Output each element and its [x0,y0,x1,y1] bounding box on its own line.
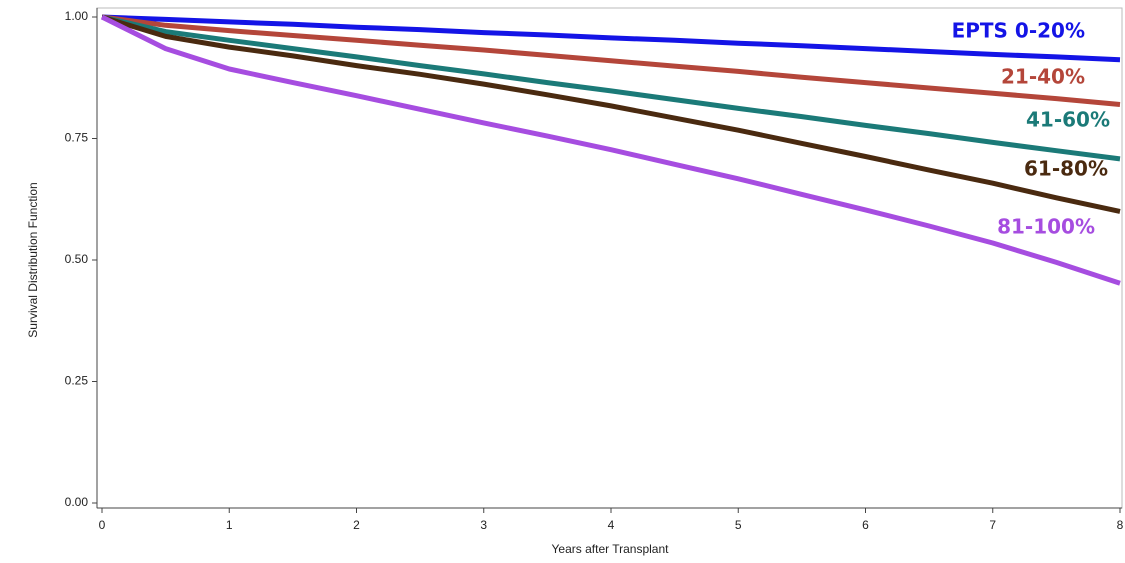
x-tick-label: 5 [735,518,742,532]
series-line [101,14,1121,63]
y-axis-label: Survival Distribution Function [26,182,40,337]
y-tick-label: 1.00 [65,9,89,23]
y-tick-label: 0.50 [65,252,89,266]
y-tick-label: 0.75 [65,131,89,145]
series-line [101,14,1121,214]
x-tick-label: 0 [99,518,106,532]
series-label: EPTS 0-20% [952,19,1085,43]
y-tick-label: 0.25 [65,374,89,388]
x-tick-label: 7 [989,518,996,532]
x-tick-label: 2 [353,518,360,532]
series-line [101,14,1121,162]
series-line [101,14,1121,107]
series-label: 81-100% [997,215,1095,239]
x-tick-label: 1 [226,518,233,532]
x-tick-label: 6 [862,518,869,532]
series-label: 61-80% [1024,157,1108,181]
x-tick-label: 8 [1117,518,1124,532]
x-tick-label: 4 [608,518,615,532]
plot-frame [96,7,1123,509]
x-tick-label: 3 [480,518,487,532]
x-axis-label: Years after Transplant [552,542,670,556]
series-label: 41-60% [1026,108,1110,132]
series-label: 21-40% [1001,65,1085,89]
series-line [100,14,1121,286]
y-tick-label: 0.00 [65,495,89,509]
